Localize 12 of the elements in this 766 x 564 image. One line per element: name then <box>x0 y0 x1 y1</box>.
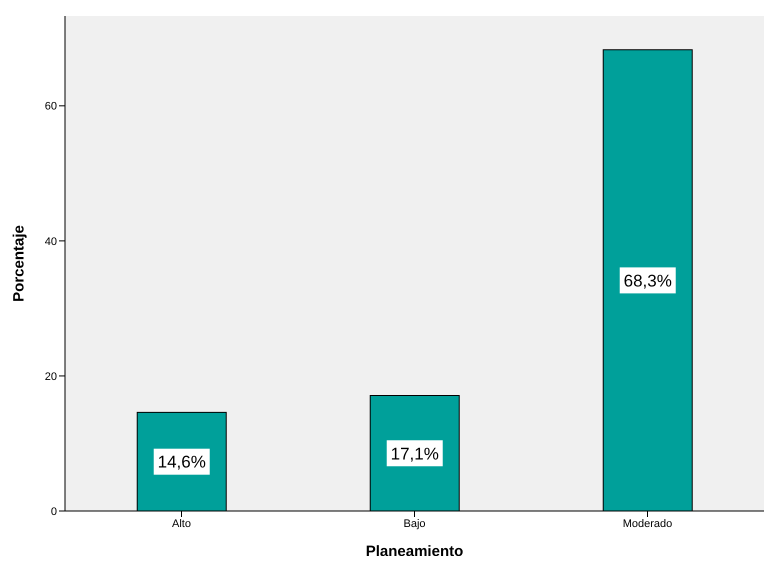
y-tick-label: 60 <box>44 100 57 113</box>
y-axis-title: Porcentaje <box>10 225 28 302</box>
y-tick-label: 20 <box>44 370 57 383</box>
y-tick-label: 0 <box>50 506 57 518</box>
data-label: 14,6% <box>158 452 206 472</box>
x-tick-label: Alto <box>172 518 191 530</box>
data-label: 68,3% <box>624 271 672 290</box>
x-axis-title: Planeamiento <box>366 543 464 560</box>
x-tick-label: Moderado <box>622 518 672 530</box>
y-tick-label: 40 <box>44 236 57 248</box>
data-label: 17,1% <box>390 444 439 464</box>
x-tick-label: Bajo <box>403 518 426 530</box>
